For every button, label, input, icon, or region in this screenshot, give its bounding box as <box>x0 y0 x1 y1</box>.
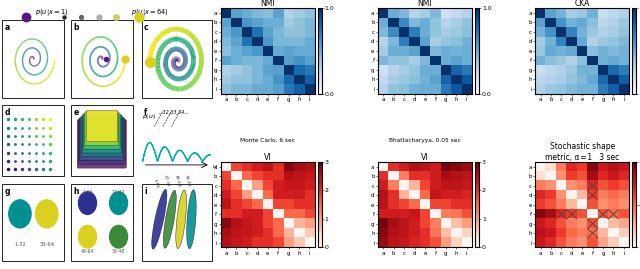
FancyBboxPatch shape <box>83 114 122 153</box>
Text: $p(u|x=64)$: $p(u|x=64)$ <box>131 7 169 18</box>
Ellipse shape <box>176 190 186 249</box>
Text: 49-64: 49-64 <box>81 249 94 254</box>
Title: CKA: CKA <box>575 0 590 8</box>
Title: VI: VI <box>264 153 271 162</box>
Text: c: c <box>144 23 148 32</box>
Text: g: g <box>4 187 10 196</box>
Text: f: f <box>144 108 147 117</box>
FancyBboxPatch shape <box>80 117 124 161</box>
FancyBboxPatch shape <box>84 113 120 149</box>
Text: $u$: $u$ <box>212 163 218 170</box>
FancyBboxPatch shape <box>85 112 119 146</box>
Circle shape <box>79 192 97 214</box>
Circle shape <box>9 200 31 228</box>
Circle shape <box>36 200 58 228</box>
FancyBboxPatch shape <box>86 110 118 142</box>
Text: e: e <box>74 108 79 117</box>
FancyBboxPatch shape <box>2 184 64 261</box>
Text: 1-16: 1-16 <box>152 178 159 188</box>
FancyBboxPatch shape <box>77 120 127 168</box>
FancyBboxPatch shape <box>81 116 123 157</box>
Text: $p(u|x=1)$: $p(u|x=1)$ <box>35 7 68 18</box>
Text: 1-32: 1-32 <box>14 242 26 247</box>
Text: 33-48: 33-48 <box>112 249 125 254</box>
Text: a: a <box>4 23 10 32</box>
FancyBboxPatch shape <box>71 105 133 176</box>
Circle shape <box>79 225 97 248</box>
Ellipse shape <box>163 190 176 248</box>
Circle shape <box>109 192 127 214</box>
Title: Stochastic shape
metric, α = 1   3 sec: Stochastic shape metric, α = 1 3 sec <box>545 143 620 162</box>
Title: NMI: NMI <box>260 0 275 8</box>
Text: h: h <box>74 187 79 196</box>
Text: $p(u)$: $p(u)$ <box>142 112 156 121</box>
FancyBboxPatch shape <box>2 20 64 98</box>
FancyBboxPatch shape <box>141 184 212 261</box>
Text: i: i <box>144 187 147 196</box>
Text: 17-32: 17-32 <box>112 190 125 195</box>
Text: 17-32: 17-32 <box>163 175 170 188</box>
FancyBboxPatch shape <box>2 105 64 176</box>
Text: d: d <box>4 108 10 117</box>
Title: NMI: NMI <box>418 0 432 8</box>
Text: 1-16: 1-16 <box>82 190 93 195</box>
Text: 49-64: 49-64 <box>173 175 180 188</box>
Text: 33-48: 33-48 <box>184 175 191 188</box>
FancyBboxPatch shape <box>141 20 212 98</box>
FancyBboxPatch shape <box>71 184 133 261</box>
FancyBboxPatch shape <box>79 118 125 164</box>
Text: ...32,33,34...: ...32,33,34... <box>159 110 189 115</box>
Text: Monte Carlo, 6 sec: Monte Carlo, 6 sec <box>240 138 295 143</box>
FancyBboxPatch shape <box>71 20 133 98</box>
Ellipse shape <box>187 190 196 249</box>
Text: 33-64: 33-64 <box>39 242 54 247</box>
Title: VI: VI <box>421 153 429 162</box>
Ellipse shape <box>152 189 167 249</box>
Text: Bhattacharyya, 0.05 sec: Bhattacharyya, 0.05 sec <box>389 138 461 143</box>
Text: b: b <box>74 23 79 32</box>
Circle shape <box>109 225 127 248</box>
